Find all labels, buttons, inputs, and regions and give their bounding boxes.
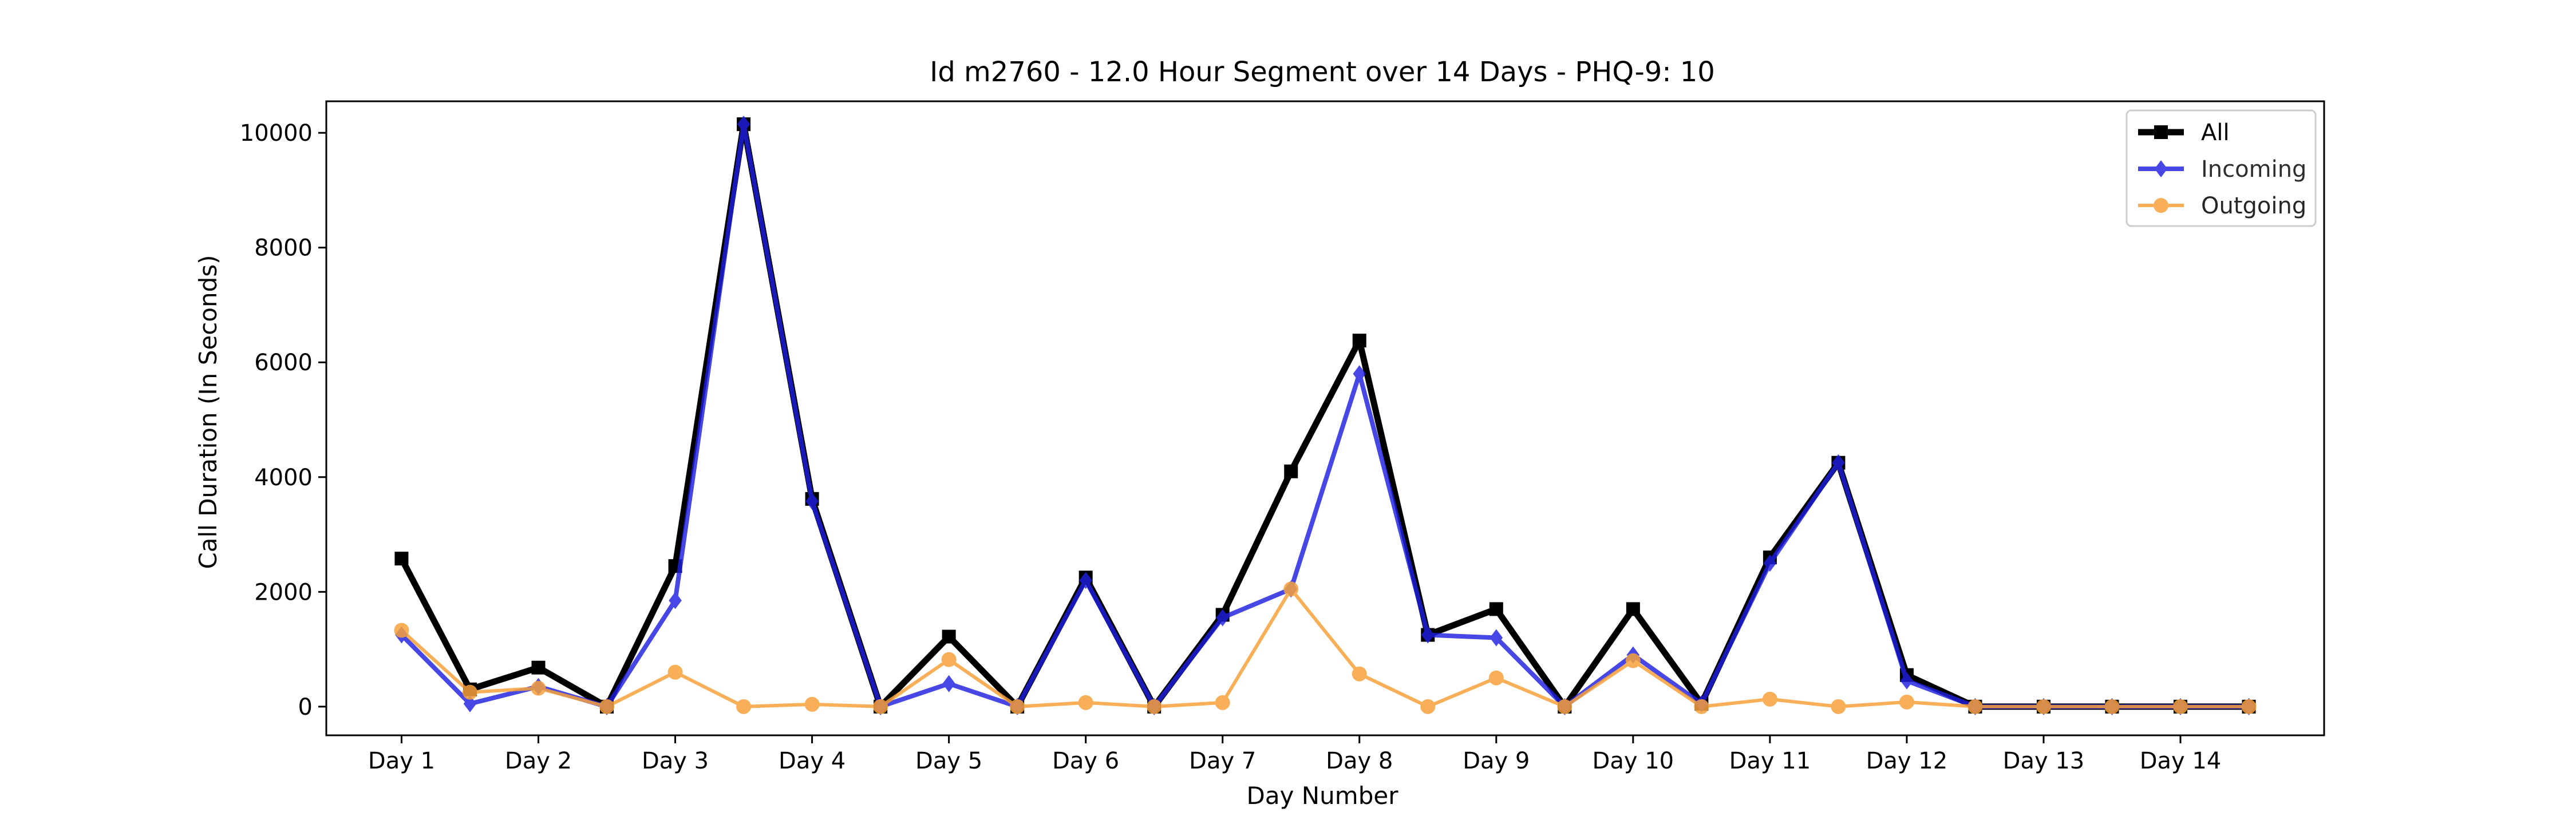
data-point-all	[394, 552, 409, 566]
data-point-all	[531, 660, 546, 675]
legend-marker	[2154, 125, 2168, 139]
x-tick-label: Day 5	[915, 748, 982, 774]
data-point-incoming	[1763, 554, 1777, 572]
data-point-outgoing	[667, 664, 683, 680]
data-point-incoming	[669, 592, 682, 609]
legend-label: Incoming	[2201, 156, 2306, 183]
data-point-outgoing	[1420, 699, 1436, 714]
data-point-incoming	[737, 116, 750, 133]
data-point-incoming	[463, 695, 477, 712]
x-tick-label: Day 1	[368, 748, 435, 774]
data-point-outgoing	[1831, 699, 1846, 714]
series-outgoing	[394, 581, 2257, 714]
data-point-outgoing	[2241, 699, 2257, 714]
data-point-all	[1284, 464, 1298, 478]
data-point-outgoing	[804, 696, 820, 712]
x-tick-label: Day 4	[779, 748, 846, 774]
x-tick-label: Day 12	[1866, 748, 1948, 774]
data-point-outgoing	[2173, 699, 2188, 714]
data-point-outgoing	[1694, 699, 1709, 714]
data-point-outgoing	[1488, 670, 1504, 686]
x-tick-label: Day 13	[2003, 748, 2085, 774]
data-point-outgoing	[1352, 666, 1367, 682]
data-point-incoming	[805, 492, 819, 510]
data-point-outgoing	[1899, 694, 1914, 710]
legend-marker	[2154, 198, 2168, 213]
data-point-all	[1489, 602, 1503, 616]
legend: All Incoming Outgoing	[2125, 109, 2317, 227]
legend-item-incoming: Incoming	[2138, 156, 2306, 183]
data-point-outgoing	[1147, 699, 1162, 714]
data-point-all	[942, 629, 956, 644]
data-point-incoming	[1490, 629, 1503, 647]
legend-label: Outgoing	[2201, 193, 2306, 219]
y-axis-label: Call Duration (In Seconds)	[194, 255, 222, 569]
x-tick-label: Day 6	[1052, 748, 1119, 774]
x-tick-label: Day 2	[505, 748, 572, 774]
y-tick-label: 10000	[240, 120, 313, 146]
series-line-all	[398, 121, 2249, 710]
y-axis-ticks: 0 2000 4000 6000 8000 10000	[240, 120, 326, 720]
data-point-outgoing	[2036, 699, 2051, 714]
y-tick-label: 8000	[254, 235, 313, 262]
x-tick-label: Day 14	[2140, 748, 2222, 774]
legend-marker	[2154, 160, 2168, 177]
data-point-outgoing	[736, 699, 752, 714]
x-tick-label: Day 9	[1463, 748, 1530, 774]
plot-frame	[325, 100, 2325, 736]
legend-box	[2125, 109, 2317, 227]
data-point-outgoing	[2104, 699, 2120, 714]
y-tick-label: 6000	[254, 350, 313, 376]
y-tick-label: 2000	[254, 579, 313, 605]
data-point-outgoing	[873, 699, 888, 714]
y-tick-label: 4000	[254, 465, 313, 491]
data-point-outgoing	[1625, 653, 1641, 668]
data-point-all	[1352, 334, 1366, 348]
data-point-outgoing	[1967, 699, 1983, 714]
x-tick-label: Day 11	[1729, 748, 1811, 774]
series-line-outgoing	[400, 587, 2249, 708]
y-tick-label: 0	[298, 694, 313, 720]
data-point-outgoing	[941, 652, 957, 667]
chart-title: Id m2760 - 12.0 Hour Segment over 14 Day…	[930, 56, 1715, 88]
data-point-outgoing	[1557, 699, 1573, 714]
data-point-incoming	[1900, 672, 1914, 690]
data-point-outgoing	[394, 623, 409, 638]
x-tick-label: Day 3	[642, 748, 709, 774]
series-line-incoming	[400, 122, 2249, 709]
x-tick-label: Day 7	[1189, 748, 1256, 774]
data-point-incoming	[1832, 454, 1845, 472]
x-tick-label: Day 10	[1593, 748, 1674, 774]
x-axis-ticks: Day 1 Day 2 Day 3 Day 4 Day 5 Day 6 Day 7 Day 8…	[368, 735, 2221, 774]
data-point-incoming	[1421, 626, 1435, 644]
data-point-outgoing	[462, 684, 477, 700]
data-point-outgoing	[599, 699, 615, 714]
data-point-incoming	[1216, 609, 1229, 627]
data-point-outgoing	[1215, 695, 1230, 710]
x-axis-label: Day Number	[1246, 782, 1398, 810]
data-point-outgoing	[1010, 699, 1025, 714]
data-point-outgoing	[531, 680, 546, 696]
data-point-incoming	[942, 675, 955, 692]
legend-item-all: All	[2138, 120, 2230, 146]
data-point-incoming	[1079, 572, 1092, 589]
legend-label: All	[2201, 120, 2230, 146]
legend-item-outgoing: Outgoing	[2138, 193, 2306, 219]
x-tick-label: Day 8	[1326, 748, 1393, 774]
data-point-all	[1626, 602, 1640, 616]
data-point-incoming	[1353, 365, 1366, 383]
data-point-outgoing	[1283, 581, 1299, 597]
series-layer	[394, 116, 2257, 715]
data-point-outgoing	[1078, 695, 1093, 710]
data-point-outgoing	[1762, 691, 1777, 707]
